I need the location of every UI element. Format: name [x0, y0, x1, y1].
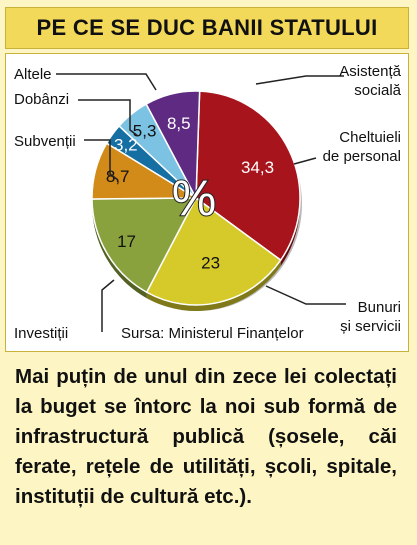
slice-value-label: 17 — [117, 232, 136, 251]
slice-value-label: 5,3 — [133, 122, 157, 141]
pie-chart: 34,3 23 17 8,7 3,25,3 8,5% Asistență socială Bun… — [14, 63, 402, 342]
category-label: Bunuri — [358, 299, 401, 316]
pie-slice — [91, 197, 198, 294]
percent-sign: % — [172, 170, 216, 226]
slice-value-label: 8,7 — [106, 167, 130, 186]
chart-panel: 34,3 23 17 8,7 3,2 5,3 8,5% Asistență socială Bun… — [5, 53, 409, 352]
slice-value-label: 8,5 — [167, 114, 191, 133]
pie-slice — [145, 196, 282, 306]
pie-slice-side — [92, 198, 147, 299]
leader-line — [101, 279, 115, 332]
leader-line — [265, 285, 346, 305]
source-note: Sursa: Ministerul Finanțelor — [121, 325, 304, 342]
pie-slice-side — [199, 91, 300, 267]
leader-line — [255, 75, 344, 85]
pie-slice — [145, 90, 201, 201]
category-label: Subvenții — [14, 133, 76, 150]
category-label: socială — [354, 82, 401, 99]
category-label: Asistență — [339, 63, 401, 80]
slice-value-label: 3,2 — [114, 135, 138, 154]
slice-value-label: 23 — [201, 254, 220, 273]
leader-line — [293, 157, 317, 165]
leader-line — [84, 139, 119, 181]
page-title: PE CE SE DUC BANII STATULUI — [5, 7, 409, 49]
category-label: Altele — [14, 66, 52, 83]
category-label: de personal — [323, 148, 401, 165]
category-label: Dobânzi — [14, 91, 69, 108]
leader-line — [56, 73, 157, 91]
pie-slice — [195, 90, 301, 262]
slice-value-label: 34,3 — [241, 158, 274, 177]
category-label: Cheltuieli — [339, 129, 401, 146]
footer-note: Mai puțin de unul din zece lei colectați… — [15, 365, 397, 508]
category-label: Investiții — [14, 325, 68, 342]
leader-line — [78, 99, 139, 137]
category-label: și servicii — [340, 318, 401, 335]
